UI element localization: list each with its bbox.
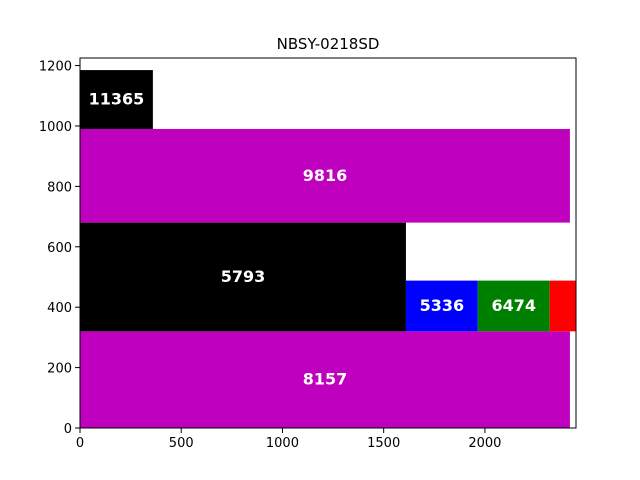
bar-label-0: 8157	[303, 370, 348, 389]
bar-2	[405, 280, 478, 332]
x-tick-label-1: 500	[169, 436, 194, 451]
bar-3	[477, 280, 550, 332]
bar-1	[80, 222, 406, 332]
x-axis-ticks: 0 500 1000 1500 2000	[76, 428, 501, 451]
bar-label-2: 5336	[420, 296, 465, 315]
chart-title: NBSY-0218SD	[277, 35, 380, 53]
bar-labels-layer: 8157 5793 5336 6474 9816 11365	[89, 90, 536, 389]
y-tick-label-1: 200	[47, 362, 72, 377]
bar-label-1: 5793	[221, 267, 266, 286]
y-axis-ticks: 0 200 400 600 800 1000 1200	[39, 60, 80, 437]
y-tick-label-3: 600	[47, 241, 72, 256]
bar-label-5: 9816	[303, 166, 348, 185]
bar-label-3: 6474	[491, 296, 536, 315]
y-tick-label-4: 800	[47, 180, 72, 195]
y-tick-label-6: 1200	[39, 60, 72, 75]
y-tick-label-0: 0	[64, 422, 72, 437]
y-tick-label-5: 1000	[39, 120, 72, 135]
bar-5	[80, 128, 570, 223]
axes-frame	[79, 57, 577, 429]
bar-0	[80, 331, 570, 428]
x-tick-label-4: 2000	[468, 436, 501, 451]
x-tick-label-0: 0	[76, 436, 84, 451]
x-tick-label-3: 1500	[367, 436, 400, 451]
bar-label-6: 11365	[89, 90, 145, 109]
y-tick-label-2: 400	[47, 301, 72, 316]
x-tick-label-2: 1000	[266, 436, 299, 451]
bar-6	[80, 70, 153, 129]
bars-layer	[80, 70, 576, 428]
bar-4	[549, 280, 576, 332]
